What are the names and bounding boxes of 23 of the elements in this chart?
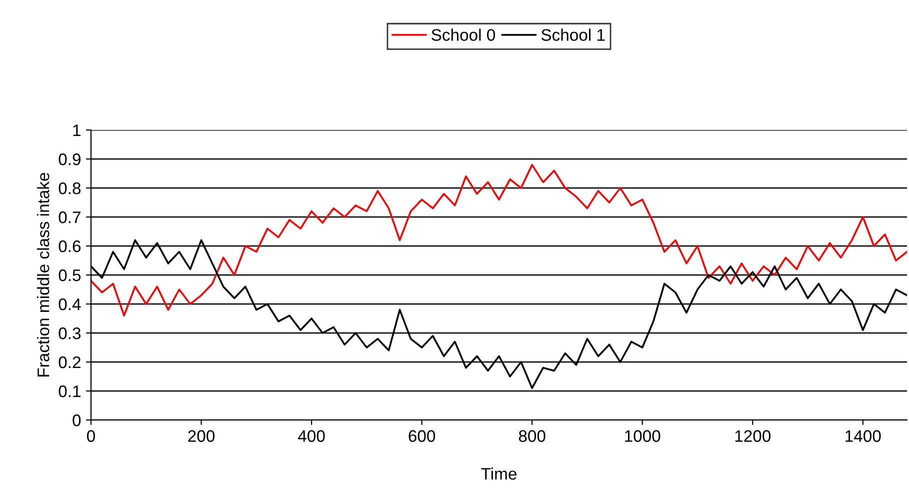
y-tick-label: 1 <box>73 124 80 136</box>
y-tick-label: 0.4 <box>58 298 81 310</box>
x-tick-label: 800 <box>518 430 546 442</box>
x-tick-label: 0 <box>87 430 95 442</box>
y-tick-label: 0 <box>72 414 81 426</box>
y-tick-label: 0.1 <box>58 385 80 398</box>
legend-label: School 0 <box>432 28 496 41</box>
x-tick-label: 400 <box>298 430 325 442</box>
x-tick-label: 1400 <box>846 430 881 442</box>
x-tick-label: 1200 <box>735 430 771 442</box>
x-tick-label: 600 <box>408 430 436 442</box>
x-tick-label: 200 <box>188 430 215 442</box>
y-axis-title: Fraction middle class intake <box>37 172 50 376</box>
y-tick-label: 0.6 <box>58 240 81 252</box>
y-tick-label: 0.5 <box>58 269 81 282</box>
y-tick-label: 0.3 <box>58 327 81 340</box>
y-tick-label: 0.2 <box>58 356 80 368</box>
legend-label: School 1 <box>541 28 605 41</box>
x-tick-label: 1000 <box>625 430 660 442</box>
y-tick-label: 0.7 <box>58 211 80 224</box>
y-tick-label: 0.8 <box>58 182 81 194</box>
y-tick-label: 0.9 <box>58 153 80 166</box>
x-axis-title: Time <box>481 467 516 480</box>
